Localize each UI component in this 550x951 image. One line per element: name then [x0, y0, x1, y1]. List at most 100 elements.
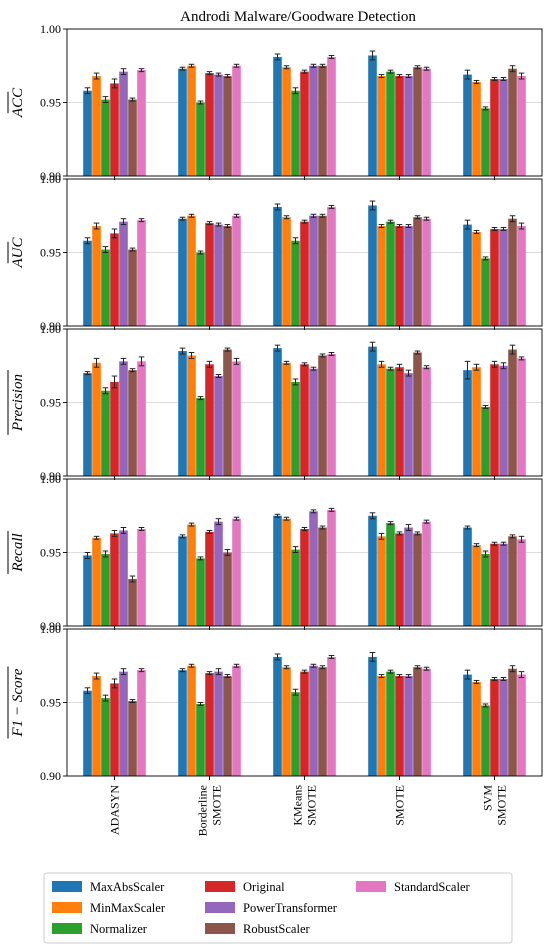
panel-1: 0.90 0.95 1.00 ACC	[7, 22, 543, 183]
x-category-label: BorderlineSMOTE	[196, 785, 224, 836]
bar	[490, 364, 499, 476]
bar	[187, 665, 196, 776]
bar	[101, 698, 110, 776]
bar	[377, 226, 386, 326]
bar	[205, 73, 214, 176]
bar	[92, 226, 101, 326]
bar	[499, 365, 508, 476]
bar	[386, 671, 395, 776]
bar	[368, 515, 377, 626]
bar	[300, 71, 309, 176]
bar	[178, 351, 187, 476]
bar	[490, 78, 499, 176]
bar	[386, 71, 395, 176]
x-category-label-line: Borderline	[196, 785, 210, 836]
bar	[101, 553, 110, 626]
bar	[508, 218, 517, 326]
bar	[377, 364, 386, 476]
x-category-label-line: ADASYN	[108, 785, 122, 835]
bar	[309, 65, 318, 176]
y-tick-label: 0.95	[40, 96, 61, 110]
bar	[395, 367, 404, 476]
bar	[422, 367, 431, 476]
bar	[318, 527, 327, 626]
bar	[137, 70, 146, 176]
bar	[273, 206, 282, 326]
bar	[101, 390, 110, 476]
bar	[472, 681, 481, 776]
bar	[110, 533, 119, 626]
bar	[232, 361, 241, 476]
y-tick-label: 0.95	[40, 546, 61, 560]
bar	[92, 76, 101, 176]
bar	[232, 665, 241, 776]
bar	[196, 102, 205, 176]
bar	[83, 240, 92, 326]
bar	[128, 249, 137, 326]
legend-frame	[43, 872, 513, 944]
bar	[205, 673, 214, 776]
bar	[368, 346, 377, 476]
bar	[404, 373, 413, 476]
bar	[377, 676, 386, 776]
bar	[101, 99, 110, 176]
bar	[196, 703, 205, 776]
bar	[291, 381, 300, 476]
bar	[517, 539, 526, 626]
bar	[463, 74, 472, 176]
bar	[517, 76, 526, 176]
bar	[517, 358, 526, 476]
bar	[318, 65, 327, 176]
bar	[309, 511, 318, 626]
x-category-label-line: SMOTE	[393, 785, 407, 826]
bar	[214, 521, 223, 626]
bar	[137, 220, 146, 326]
bar	[187, 355, 196, 476]
chart-title: Androdi Malware/Goodware Detection	[180, 9, 416, 25]
bar	[377, 536, 386, 626]
bar	[422, 218, 431, 326]
bar	[368, 55, 377, 176]
bar	[318, 215, 327, 326]
bar	[517, 226, 526, 326]
bar	[404, 76, 413, 176]
bar	[128, 578, 137, 626]
bar	[300, 671, 309, 776]
bar	[309, 215, 318, 326]
bar	[282, 667, 291, 776]
bar	[499, 543, 508, 626]
bar	[110, 683, 119, 776]
bar	[110, 381, 119, 476]
y-tick-label: 1.00	[40, 172, 61, 186]
panel-2: 0.90 0.95 1.00 AUC	[7, 172, 543, 333]
bar	[137, 670, 146, 776]
bar	[413, 217, 422, 326]
bar	[214, 74, 223, 176]
x-category-label: KMeansSMOTE	[291, 785, 319, 826]
bar	[196, 252, 205, 326]
x-category-label-line: SMOTE	[495, 785, 509, 826]
legend-swatch	[52, 881, 82, 892]
x-category-label: SVMSMOTE	[481, 785, 509, 826]
bar	[422, 521, 431, 626]
bar	[327, 509, 336, 626]
bar	[309, 368, 318, 476]
legend-swatch	[205, 881, 235, 892]
bar	[291, 240, 300, 326]
bar	[481, 553, 490, 626]
bar	[282, 217, 291, 326]
bar	[92, 676, 101, 776]
bar	[318, 355, 327, 476]
bar	[196, 398, 205, 476]
bar	[463, 370, 472, 476]
bar	[508, 536, 517, 626]
bar	[282, 518, 291, 626]
bar	[110, 83, 119, 176]
legend-swatch	[52, 923, 82, 934]
y-tick-label: 1.00	[40, 22, 61, 36]
legend: MaxAbsScaler MinMaxScaler Normalizer Origin…	[43, 872, 513, 944]
panel-4: 0.90 0.95 1.00 Recall	[7, 472, 543, 633]
legend-label: RobustScaler	[243, 922, 310, 936]
y-tick-label: 0.90	[40, 319, 61, 333]
